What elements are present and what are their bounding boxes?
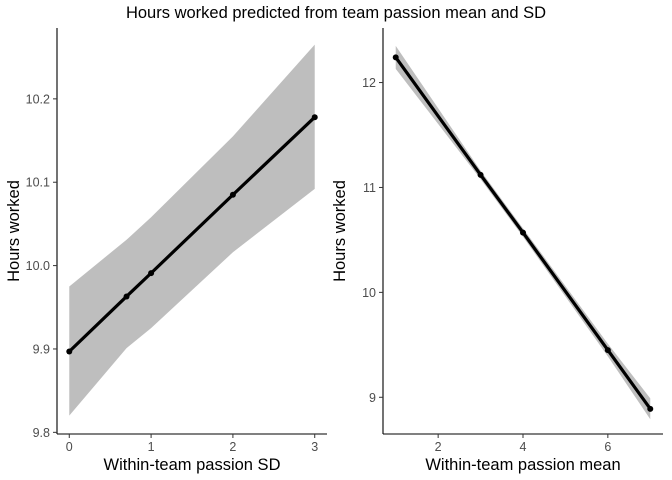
x-axis-title: Within-team passion SD — [104, 456, 281, 474]
data-point — [311, 114, 318, 121]
panel-hours-vs-passion-mean: 9 10 11 12 2 4 6 Within-team passion mean Hours … — [331, 28, 663, 474]
x-tick-label: 1 — [148, 440, 155, 454]
y-axis-title: Hours worked — [5, 180, 23, 282]
x-tick-label: 2 — [435, 440, 442, 454]
data-point — [229, 191, 236, 198]
data-point — [392, 54, 399, 61]
confidence-ribbon — [69, 44, 315, 416]
y-tick-label: 9.9 — [33, 342, 50, 356]
data-point — [604, 347, 611, 354]
x-tick-label: 6 — [604, 440, 611, 454]
y-tick-label: 10.1 — [26, 176, 50, 190]
x-axis-title: Within-team passion mean — [425, 456, 620, 474]
y-tick-label: 9.8 — [33, 426, 50, 440]
figure-title: Hours worked predicted from team passion… — [126, 4, 546, 22]
data-point — [123, 293, 130, 300]
panel-hours-vs-passion-sd: 9.8 9.9 10.0 10.1 10.2 0 1 2 3 Within-team passio… — [5, 28, 327, 474]
y-tick-label: 10 — [362, 286, 376, 300]
x-tick-label: 4 — [520, 440, 527, 454]
x-tick-label: 3 — [311, 440, 318, 454]
data-point — [477, 171, 484, 178]
y-tick-label: 12 — [362, 76, 376, 90]
data-point — [520, 229, 526, 236]
series-line — [68, 116, 316, 353]
x-tick-label: 0 — [66, 440, 73, 454]
data-point — [66, 348, 73, 355]
y-tick-label: 10.0 — [26, 259, 50, 273]
y-tick-label: 10.2 — [26, 92, 50, 106]
y-tick-label: 9 — [369, 391, 376, 405]
data-point — [148, 270, 155, 277]
y-tick-label: 11 — [363, 181, 376, 195]
data-point — [647, 405, 654, 412]
y-axis-title: Hours worked — [331, 180, 349, 282]
x-tick-label: 2 — [229, 440, 236, 454]
